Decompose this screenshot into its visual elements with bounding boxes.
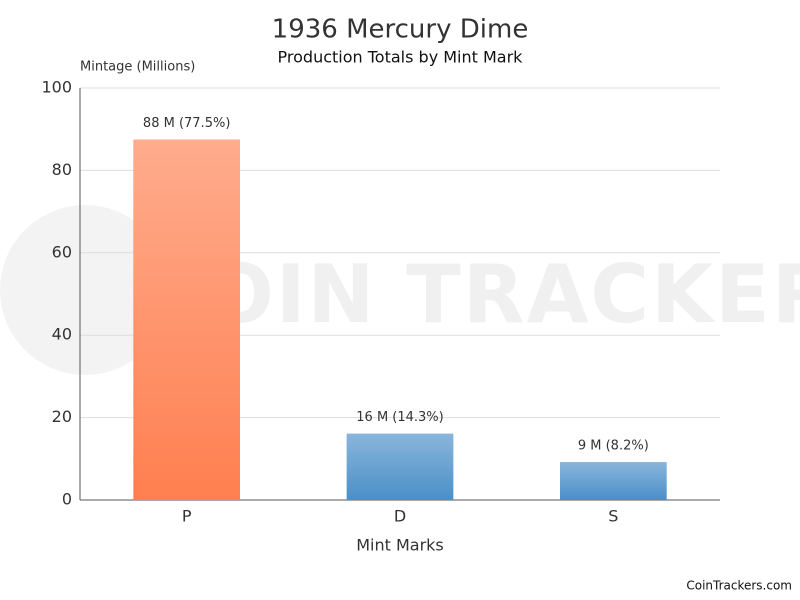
x-tick-label: S xyxy=(608,507,618,526)
footer: CoinTrackers.com xyxy=(686,579,792,593)
y-axis-title: Mintage (Millions) xyxy=(80,60,195,75)
value-label: 88 M (77.5%) xyxy=(143,116,230,131)
watermark-logo xyxy=(0,205,170,375)
y-tick-label: 40 xyxy=(52,325,72,344)
y-tick-label: 60 xyxy=(52,242,72,261)
watermark: COIN TRACKERS xyxy=(145,248,800,341)
y-tick-label: 20 xyxy=(52,407,72,426)
x-axis-title: Mint Marks xyxy=(356,536,444,555)
chart-title: 1936 Mercury Dime xyxy=(272,15,529,45)
y-tick-label: 0 xyxy=(62,490,72,509)
y-tick-label: 80 xyxy=(52,160,72,179)
chart-subtitle: Production Totals by Mint Mark xyxy=(278,48,524,67)
bar-shine xyxy=(133,139,240,500)
bar-shine xyxy=(346,433,454,500)
x-tick-label: D xyxy=(394,507,406,526)
value-label: 9 M (8.2%) xyxy=(578,439,649,454)
value-label: 16 M (14.3%) xyxy=(356,410,443,425)
bar-shine xyxy=(560,462,667,500)
x-tick-label: P xyxy=(182,507,192,526)
y-tick-label: 100 xyxy=(41,78,72,97)
